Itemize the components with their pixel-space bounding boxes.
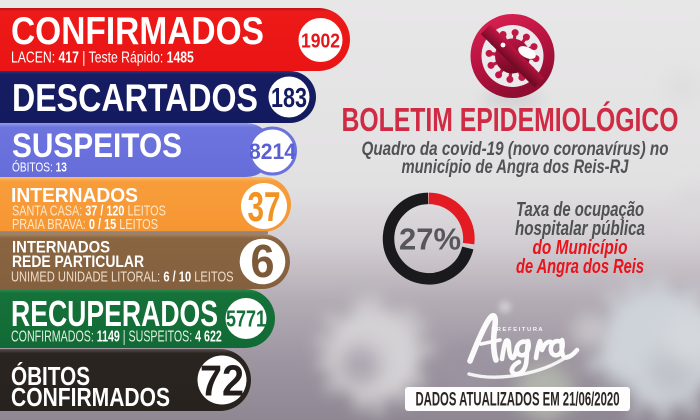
svg-text:Taxa de ocupação: Taxa de ocupação [516, 199, 644, 221]
svg-text:37: 37 [248, 183, 281, 230]
svg-text:de Angra dos Reis: de Angra dos Reis [516, 256, 644, 278]
svg-text:REDE PARTICULAR: REDE PARTICULAR [12, 252, 144, 271]
svg-text:ÓBITOS: ÓBITOS [11, 361, 90, 391]
svg-text:Quadro da covid-19 (novo coron: Quadro da covid-19 (novo coronavírus) no [362, 139, 669, 160]
svg-text:RECUPERADOS: RECUPERADOS [11, 293, 218, 334]
svg-text:DESCARTADOS: DESCARTADOS [12, 77, 258, 120]
svg-text:CONFIRMADOS: CONFIRMADOS [11, 10, 264, 53]
svg-text:P R E F E I T U R A: P R E F E I T U R A [491, 327, 543, 333]
svg-text:PRAIA BRAVA: 0 / 15 LEITOS: PRAIA BRAVA: 0 / 15 LEITOS [12, 215, 158, 232]
svg-text:INTERNADOS: INTERNADOS [11, 184, 138, 207]
svg-text:INTERNADOS: INTERNADOS [12, 238, 110, 257]
svg-text:BOLETIM EPIDEMIOLÓGICO: BOLETIM EPIDEMIOLÓGICO [342, 101, 679, 139]
svg-text:SUSPEITOS: SUSPEITOS [12, 127, 182, 165]
svg-text:hospitalar pública: hospitalar pública [515, 218, 645, 240]
svg-text:183: 183 [271, 82, 307, 113]
svg-text:LACEN: 417 | Teste Rápido: 14: LACEN: 417 | Teste Rápido: 1485 [11, 49, 194, 67]
svg-text:do Município: do Município [533, 237, 628, 259]
svg-text:município de Angra dos Reis-RJ: município de Angra dos Reis-RJ [402, 157, 629, 178]
svg-text:UNIMED UNIDADE LITORAL: 6 / 10: UNIMED UNIDADE LITORAL: 6 / 10 LEITOS [11, 268, 234, 285]
svg-text:1902: 1902 [301, 29, 340, 52]
svg-text:5771: 5771 [226, 306, 266, 332]
svg-text:8214: 8214 [249, 139, 297, 164]
svg-text:ÓBITOS: 13: ÓBITOS: 13 [12, 160, 67, 175]
svg-text:72: 72 [200, 357, 244, 406]
svg-text:DADOS ATUALIZADOS EM 21/06/202: DADOS ATUALIZADOS EM 21/06/2020 [416, 390, 620, 411]
svg-text:SANTA CASA: 37 / 120 LEITOS: SANTA CASA: 37 / 120 LEITOS [12, 202, 166, 219]
svg-text:CONFIRMADOS: 1149 | SUSPEITOS:: CONFIRMADOS: 1149 | SUSPEITOS: 4 622 [11, 327, 222, 345]
svg-text:6: 6 [251, 235, 275, 287]
svg-text:27%: 27% [399, 223, 461, 257]
svg-text:CONFIRMADOS: CONFIRMADOS [11, 382, 170, 412]
